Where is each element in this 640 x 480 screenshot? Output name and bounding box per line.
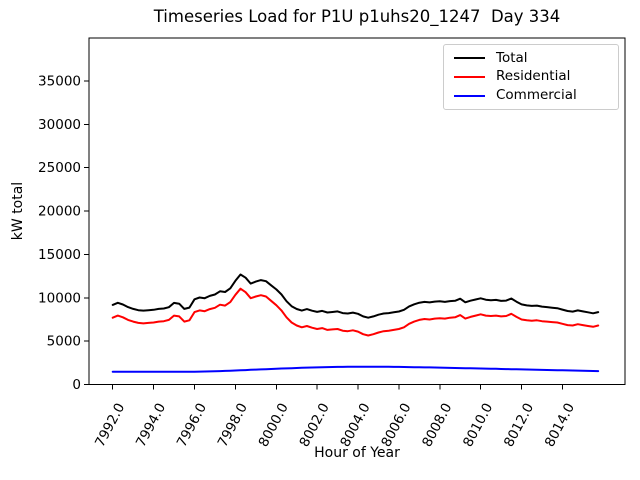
legend-item-commercial: Commercial: [454, 86, 608, 103]
x-tick-label: 7994.0: [133, 401, 169, 450]
x-axis-label: Hour of Year: [314, 445, 400, 461]
y-tick-label: 30000: [38, 117, 81, 133]
x-tick-label: 8010.0: [460, 401, 496, 450]
total-line-swatch: [454, 57, 485, 60]
y-tick-label: 20000: [38, 204, 81, 220]
y-tick-label: 35000: [38, 74, 81, 90]
x-tick-label: 8008.0: [419, 401, 455, 450]
x-tick-label: 7992.0: [92, 401, 128, 450]
y-tick-label: 5000: [47, 334, 81, 350]
legend-label-total: Total: [496, 49, 528, 66]
x-tick-label: 8000.0: [256, 401, 292, 450]
line-total: [111, 273, 600, 319]
y-tick-label: 15000: [38, 247, 81, 263]
line-residential: [111, 287, 600, 337]
y-tick-label: 0: [72, 377, 81, 393]
line-commercial: [111, 365, 600, 373]
x-tick-label: 8004.0: [337, 401, 373, 450]
x-axis: 7992.0 7994.0 7996.0 7998.0 8000.0 8002.0 8004…: [92, 384, 578, 450]
residential-line-swatch: [454, 75, 485, 78]
legend-label-residential: Residential: [496, 68, 571, 85]
x-tick-label: 7996.0: [174, 401, 210, 450]
x-tick-label: 8014.0: [542, 401, 578, 450]
x-tick-label: 8002.0: [296, 401, 332, 450]
legend-item-total: Total: [454, 49, 608, 66]
x-tick-label: 8012.0: [501, 401, 537, 450]
x-tick-label: 7998.0: [215, 401, 251, 450]
y-axis: 0 5000 10000 15000 20000 25000 30000 35000: [38, 74, 89, 393]
y-tick-label: 10000: [38, 290, 81, 306]
y-axis-label: kW total: [10, 181, 26, 241]
commercial-line-swatch: [454, 94, 485, 97]
legend-item-residential: Residential: [454, 70, 608, 84]
y-tick-label: 25000: [38, 160, 81, 176]
legend: Total Residential Commercial: [443, 44, 619, 110]
chart-title: Timeseries Load for P1U p1uhs20_1247 Day…: [153, 7, 561, 26]
x-tick-label: 8006.0: [378, 401, 414, 450]
legend-label-commercial: Commercial: [496, 86, 577, 103]
series-lines: [111, 273, 600, 373]
